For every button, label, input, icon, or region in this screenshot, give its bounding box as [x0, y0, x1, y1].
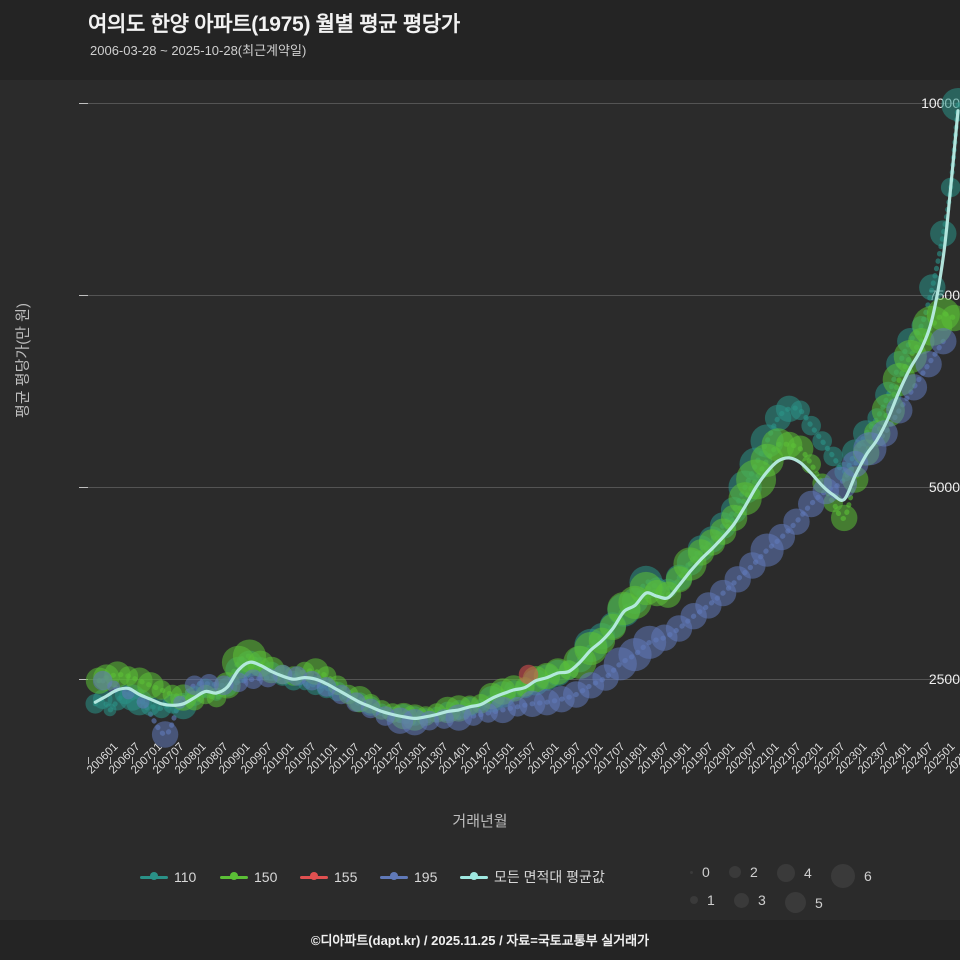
- size-legend-label: 0: [702, 864, 710, 880]
- x-tick-mark: [616, 757, 618, 764]
- x-tick-mark: [792, 757, 794, 764]
- legend-item-150[interactable]: 150: [220, 866, 277, 888]
- y-tick-label: 5000: [928, 479, 960, 496]
- footer-band: [0, 920, 960, 960]
- x-tick-mark: [462, 757, 464, 764]
- x-tick-mark: [902, 757, 904, 764]
- x-tick-mark: [814, 757, 816, 764]
- size-legend-entry: 3: [734, 892, 766, 908]
- size-legend-dot-icon: [777, 864, 795, 882]
- x-tick-mark: [330, 757, 332, 764]
- x-tick-mark: [836, 757, 838, 764]
- x-tick-mark: [308, 757, 310, 764]
- y-tick-label: 7500: [928, 287, 960, 304]
- y-tick-label: 10000: [921, 95, 960, 112]
- bubble-size-legend: 0 2 4 6 1 3 5: [690, 858, 950, 920]
- size-legend-label: 6: [864, 868, 872, 884]
- page-title: 여의도 한양 아파트(1975) 월별 평균 평당가: [88, 13, 460, 36]
- x-tick-mark: [858, 757, 860, 764]
- x-tick-mark: [110, 757, 112, 764]
- size-legend-dot-icon: [729, 866, 741, 878]
- legend-swatch-icon: [140, 869, 168, 885]
- chart-header: 여의도 한양 아파트(1975) 월별 평균 평당가 2006-03-28 ~ …: [0, 0, 960, 78]
- size-legend-entry: 4: [777, 864, 812, 882]
- size-legend-entry: 6: [831, 864, 872, 888]
- legend-item-label: 195: [414, 869, 438, 885]
- y-gridline: [88, 679, 958, 681]
- y-gridline: [88, 295, 958, 297]
- x-tick-mark: [88, 757, 89, 764]
- y-tick-mark: [79, 103, 88, 105]
- x-tick-mark: [770, 757, 772, 764]
- x-tick-mark: [572, 757, 574, 764]
- x-tick-mark: [924, 757, 926, 764]
- x-tick-mark: [704, 757, 706, 764]
- x-tick-mark: [484, 757, 486, 764]
- x-tick-mark: [198, 757, 200, 764]
- x-tick-mark: [374, 757, 376, 764]
- y-gridline: [88, 487, 958, 489]
- y-gridline: [88, 103, 958, 105]
- x-tick-mark: [264, 757, 266, 764]
- x-tick-mark: [682, 757, 684, 764]
- x-tick-mark: [660, 757, 662, 764]
- size-legend-label: 2: [750, 864, 758, 880]
- x-tick-mark: [176, 757, 178, 764]
- y-tick-mark: [79, 679, 88, 681]
- x-tick-mark: [748, 757, 750, 764]
- size-legend-entry: 2: [729, 864, 758, 880]
- x-tick-mark: [594, 757, 596, 764]
- size-legend-dot-icon: [690, 896, 698, 904]
- x-tick-mark: [220, 757, 222, 764]
- y-tick-label: 2500: [928, 671, 960, 688]
- size-legend-entry: 0: [690, 864, 710, 880]
- size-legend-entry: 1: [690, 892, 715, 908]
- legend-swatch-icon: [460, 869, 488, 885]
- y-tick-mark: [79, 295, 88, 297]
- x-tick-mark: [550, 757, 552, 764]
- plot-area: [88, 80, 960, 756]
- y-axis-label: 평균 평당가(만 원): [14, 303, 32, 418]
- legend-item-110[interactable]: 110: [140, 866, 196, 888]
- page-subtitle: 2006-03-28 ~ 2025-10-28(최근계약일): [90, 43, 307, 58]
- size-legend-label: 5: [815, 894, 823, 911]
- x-axis-label: 거래년월: [452, 813, 508, 830]
- x-tick-mark: [286, 757, 288, 764]
- legend-swatch-icon: [380, 869, 408, 885]
- legend-item-모든 면적대 평균값[interactable]: 모든 면적대 평균값: [460, 866, 605, 888]
- size-legend-label: 3: [758, 892, 766, 908]
- x-tick-mark: [726, 757, 728, 764]
- x-tick-mark: [528, 757, 530, 764]
- legend-item-label: 110: [174, 869, 197, 885]
- size-legend-label: 1: [707, 892, 715, 908]
- x-tick-mark: [396, 757, 398, 764]
- y-tick-mark: [79, 487, 88, 489]
- size-legend-entry: 5: [785, 892, 823, 913]
- size-legend-dot-icon: [734, 892, 749, 908]
- x-tick-mark: [506, 757, 508, 764]
- x-tick-mark: [638, 757, 640, 764]
- legend-swatch-icon: [300, 869, 328, 885]
- x-tick-mark: [440, 757, 442, 764]
- x-tick-mark: [132, 757, 134, 764]
- legend-item-195[interactable]: 195: [380, 866, 437, 888]
- x-tick-mark: [242, 757, 244, 764]
- x-tick-mark: [418, 757, 420, 764]
- size-legend-label: 4: [804, 865, 812, 881]
- footer-credit: ©디아파트(dapt.kr) / 2025.11.25 / 자료=국토교통부 실…: [310, 933, 650, 948]
- x-tick-mark: [946, 757, 948, 764]
- size-legend-dot-icon: [831, 864, 855, 888]
- series-legend: 110 150 155 195 모든 면적대 평균값: [0, 858, 960, 918]
- legend-item-label: 150: [254, 869, 278, 885]
- y-axis-gutter: [0, 80, 88, 756]
- legend-item-label: 모든 면적대 평균값: [494, 869, 605, 885]
- x-tick-mark: [352, 757, 354, 764]
- x-tick-mark: [880, 757, 882, 764]
- legend-swatch-icon: [220, 869, 248, 885]
- size-legend-dot-icon: [690, 870, 693, 874]
- x-tick-mark: [154, 757, 156, 764]
- legend-item-label: 155: [334, 869, 358, 885]
- size-legend-dot-icon: [785, 892, 806, 913]
- legend-item-155[interactable]: 155: [300, 866, 357, 888]
